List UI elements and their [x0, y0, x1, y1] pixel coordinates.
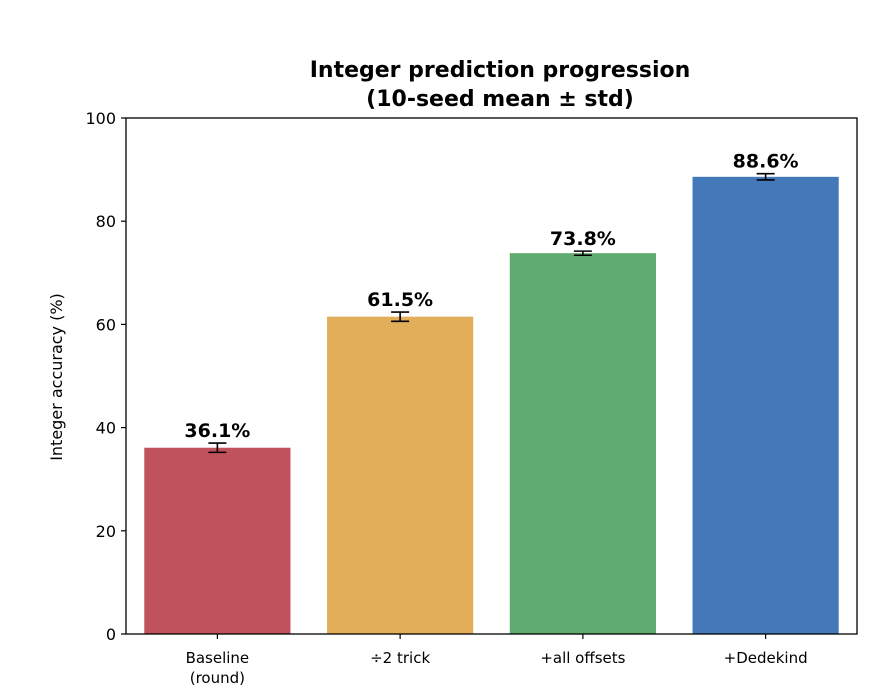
- bar: [692, 176, 839, 634]
- x-tick-label: +Dedekind: [724, 649, 808, 667]
- y-tick-label: 40: [96, 419, 116, 438]
- bar: [327, 316, 474, 634]
- data-label: 88.6%: [733, 151, 799, 173]
- x-tick-label: (round): [190, 669, 245, 687]
- y-tick-label: 20: [96, 522, 116, 541]
- data-label: 73.8%: [550, 228, 616, 250]
- plot-area: 36.1% Baseline (round) 61.5% ÷2 trick 73.8% +a…: [85, 109, 858, 687]
- data-label: 36.1%: [184, 420, 250, 442]
- y-tick-label: 60: [96, 315, 116, 334]
- x-tick-label: ÷2 trick: [370, 649, 430, 667]
- y-tick-label: 80: [96, 212, 116, 231]
- bar: [509, 253, 656, 634]
- y-tick-label: 0: [106, 625, 116, 644]
- x-tick-label: Baseline: [186, 649, 250, 667]
- data-label: 61.5%: [367, 289, 433, 311]
- bar: [144, 447, 291, 634]
- x-tick-label: +all offsets: [540, 649, 625, 667]
- chart-title: Integer prediction progression: [310, 58, 691, 83]
- y-axis-label: Integer accuracy (%): [47, 293, 66, 461]
- y-tick-label: 100: [85, 109, 116, 128]
- chart-subtitle: (10-seed mean ± std): [366, 87, 634, 112]
- plot-frame: [125, 117, 858, 635]
